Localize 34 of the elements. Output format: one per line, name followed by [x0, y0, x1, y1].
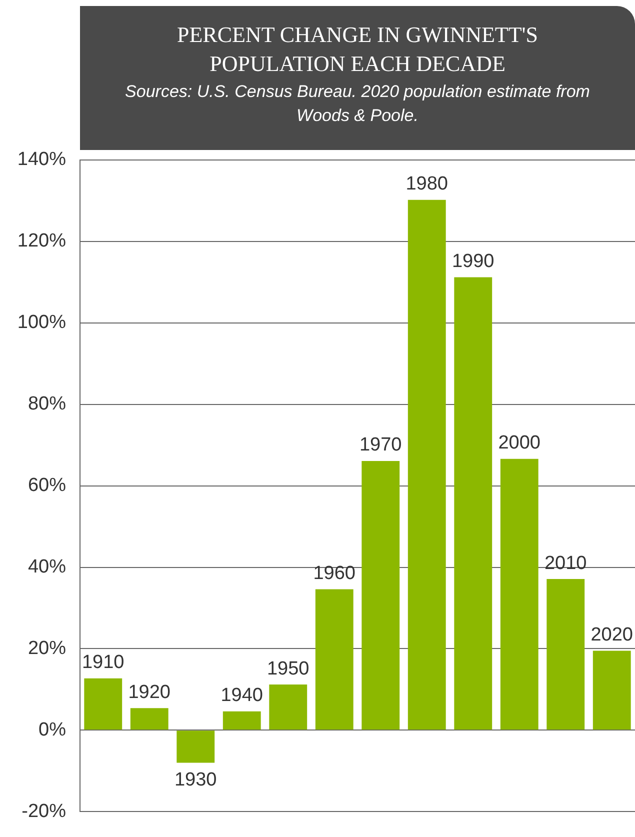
x-tick-label: 1940	[220, 685, 264, 706]
bar	[454, 277, 492, 730]
x-tick-label: 1980	[406, 174, 448, 195]
y-tick-label: -20%	[22, 800, 66, 822]
bar	[269, 684, 308, 730]
chart-subtitle: Sources: U.S. Census Bureau. 2020 population estimate from Woods & Poole.	[124, 81, 591, 127]
x-tick-label: 1970	[359, 434, 402, 456]
x-tick-label: 2000	[498, 432, 541, 454]
x-tick-label: 1920	[128, 682, 171, 703]
bar	[130, 708, 168, 730]
bar	[546, 579, 585, 730]
bar	[176, 730, 215, 763]
y-tick-label: 80%	[28, 394, 66, 415]
y-tick-label: 100%	[17, 312, 66, 334]
y-tick-label: 0%	[38, 719, 66, 740]
bar	[500, 458, 538, 730]
bar	[84, 678, 122, 730]
y-tick-label: 140%	[17, 149, 66, 170]
bar	[315, 589, 354, 730]
x-tick-label: 1930	[174, 769, 217, 790]
bar	[222, 711, 261, 730]
y-tick-label: 120%	[17, 230, 66, 252]
bar	[408, 200, 446, 730]
bar	[592, 650, 631, 730]
y-tick-label: 20%	[28, 638, 66, 659]
y-tick-label: 40%	[28, 556, 66, 578]
y-tick-label: 60%	[28, 475, 66, 496]
x-tick-label: 1990	[452, 251, 494, 272]
x-tick-label: 1960	[313, 562, 356, 584]
x-tick-label: 1910	[82, 652, 124, 674]
x-tick-label: 2020	[590, 624, 634, 646]
x-tick-label: 1950	[266, 658, 310, 680]
chart-title: PERCENT CHANGE IN GWINNETT'S POPULATION EACH DECADE	[176, 21, 540, 78]
bar	[362, 460, 400, 730]
